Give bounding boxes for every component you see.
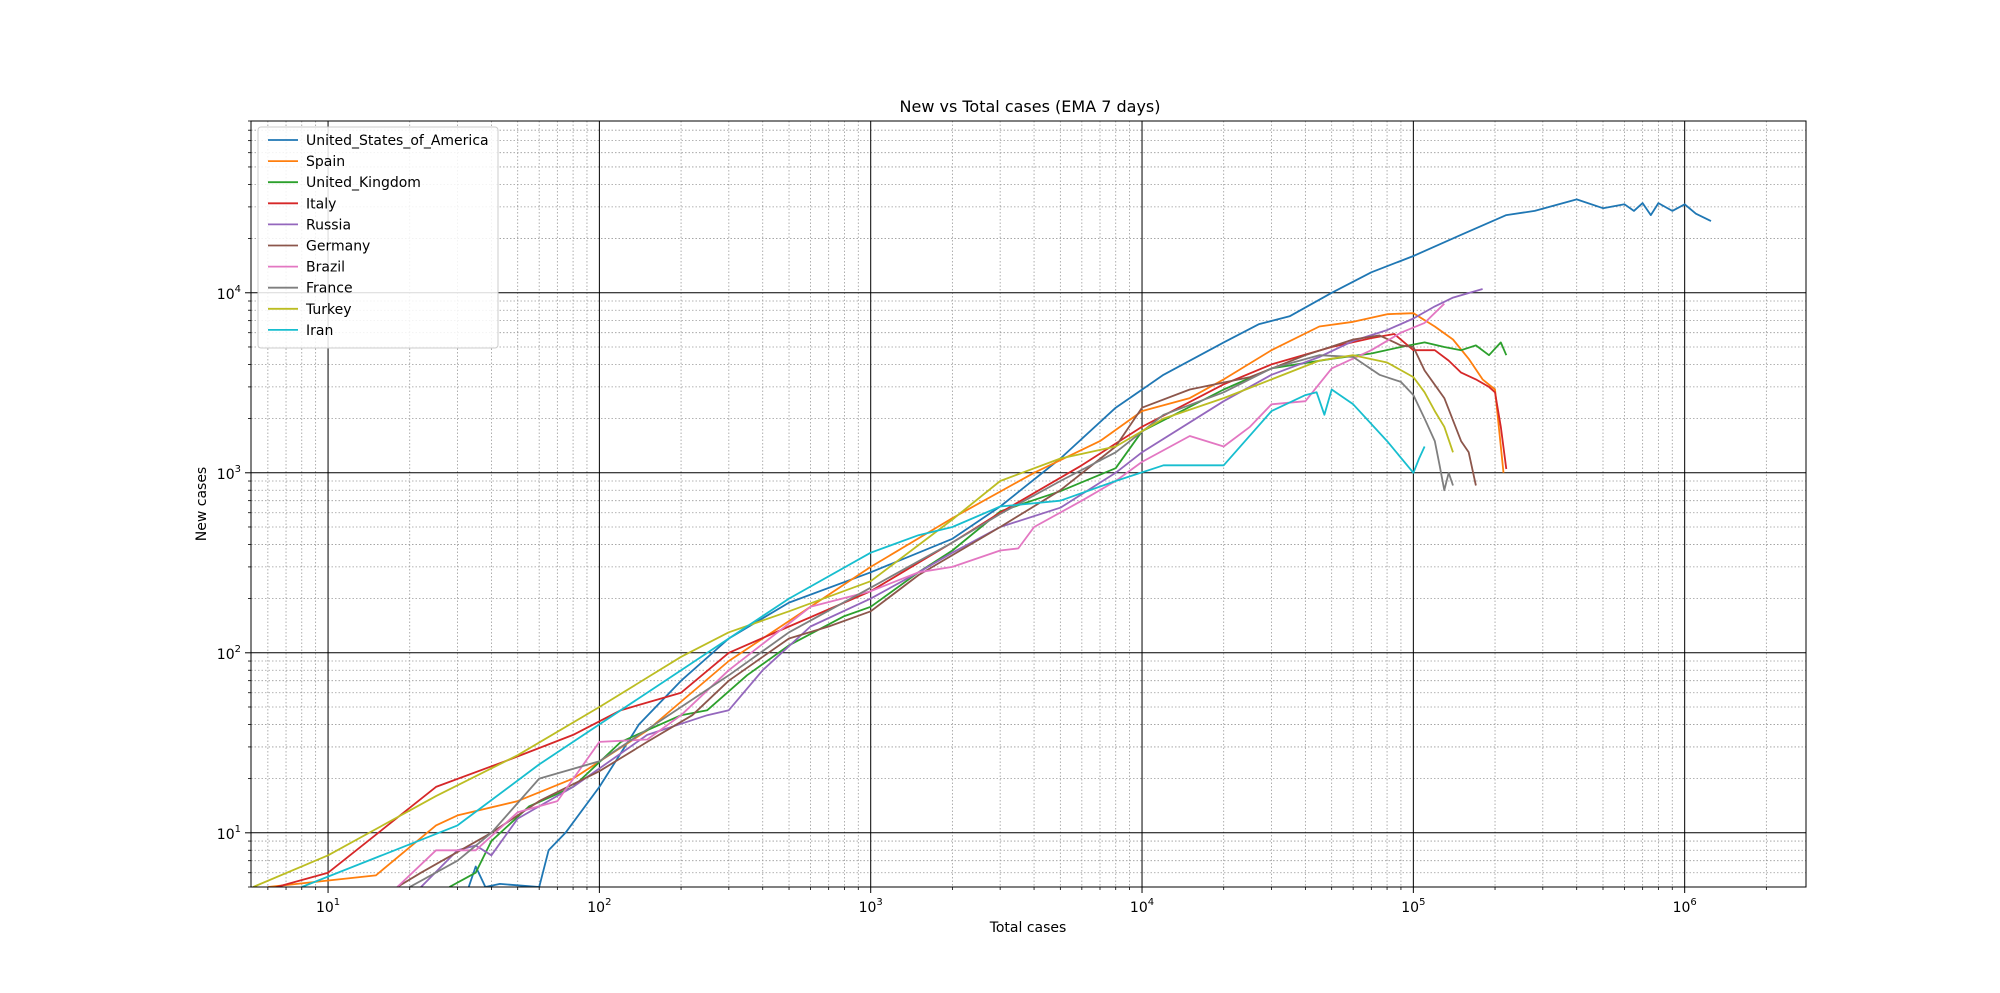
x-tick-label: 105 xyxy=(1401,897,1425,916)
x-tick-label: 102 xyxy=(587,897,611,916)
legend-label: Iran xyxy=(306,323,333,339)
series-line xyxy=(396,334,1477,887)
series-line xyxy=(252,354,1454,887)
x-tick-label: 104 xyxy=(1130,897,1154,916)
ticks xyxy=(245,120,1767,893)
legend-label: France xyxy=(306,281,353,297)
y-tick-label: 102 xyxy=(217,644,241,663)
legend-box xyxy=(257,126,499,349)
series-line xyxy=(409,354,1454,887)
legend-label: United_Kingdom xyxy=(306,175,421,191)
series-line xyxy=(396,303,1445,887)
minor-grid xyxy=(251,120,1806,888)
series-line xyxy=(467,198,1712,887)
series-line xyxy=(301,388,1426,887)
series-line xyxy=(420,288,1483,887)
plot-frame xyxy=(250,120,1807,888)
x-tick-label: 101 xyxy=(316,897,340,916)
legend-label: Russia xyxy=(306,217,351,233)
legend-label: Spain xyxy=(306,154,345,170)
y-tick-label: 101 xyxy=(217,824,241,843)
series-line xyxy=(267,312,1505,887)
x-axis-label: Total cases xyxy=(989,920,1067,936)
chart-title: New vs Total cases (EMA 7 days) xyxy=(900,97,1161,116)
legend-label: Italy xyxy=(306,196,336,212)
tick-labels: 101 102 103 104 105 106 101 102 103 104 xyxy=(217,284,1697,916)
series-layer xyxy=(252,198,1712,887)
y-tick-label: 103 xyxy=(217,464,241,483)
legend-label: Brazil xyxy=(306,260,345,276)
legend-label: United_States_of_America xyxy=(306,133,489,149)
x-tick-label: 103 xyxy=(859,897,883,916)
legend: United_States_of_America Spain United_King… xyxy=(257,126,499,349)
series-line xyxy=(448,341,1508,887)
legend-label: Germany xyxy=(306,239,370,255)
x-tick-label: 106 xyxy=(1673,897,1697,916)
y-tick-label: 104 xyxy=(217,284,241,303)
legend-label: Turkey xyxy=(305,302,352,318)
y-axis-label: New cases xyxy=(194,467,210,541)
series-line xyxy=(273,333,1508,887)
